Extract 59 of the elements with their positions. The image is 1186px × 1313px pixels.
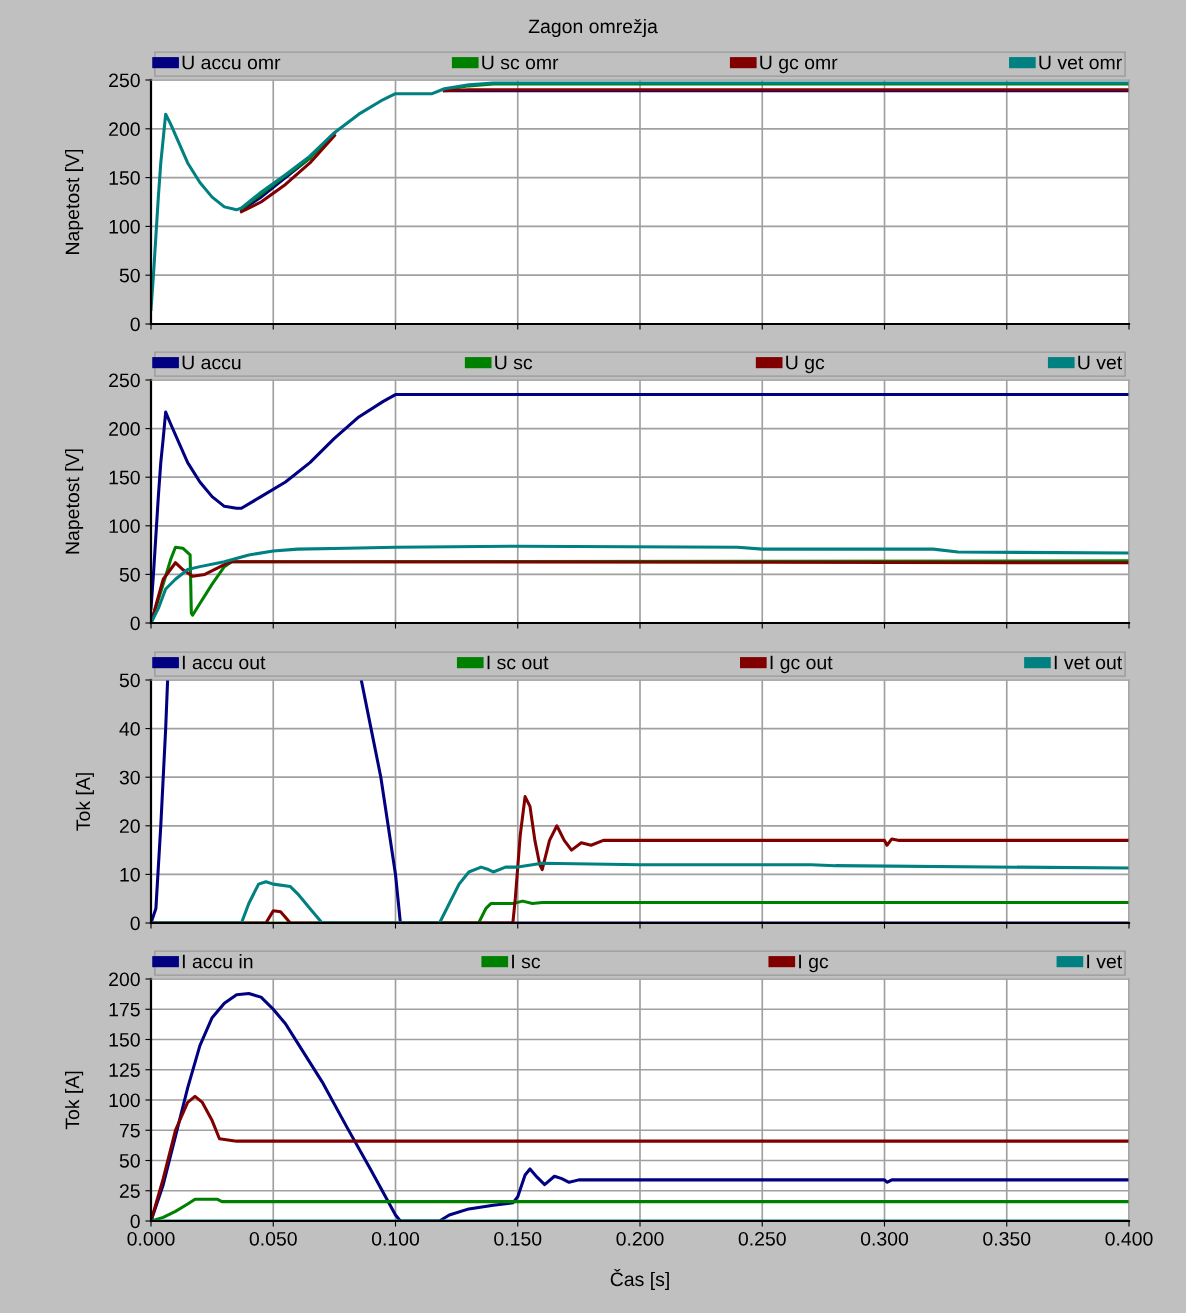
y-tick-label: 30	[119, 770, 140, 785]
y-tick-label: 75	[119, 1123, 140, 1138]
x-tick-label: 0.050	[249, 1231, 297, 1246]
y-tick-label: 0	[130, 916, 140, 931]
legend-label: I gc out	[770, 655, 833, 674]
y-tick-label: 50	[119, 673, 140, 688]
y-tick-label: 20	[119, 819, 140, 834]
legend-label: I accu in	[182, 954, 253, 969]
y-tick-label: 40	[119, 722, 140, 736]
legend-label: I sc out	[487, 655, 549, 670]
legend-label: U vet omr	[1039, 55, 1122, 70]
x-tick-label: 0.100	[371, 1231, 420, 1246]
x-tick-label: 0.000	[127, 1231, 175, 1246]
x-tick-label: 0.150	[494, 1231, 542, 1246]
y-tick-label: 100	[109, 219, 140, 234]
y-tick-label: 125	[109, 1063, 140, 1077]
legend-label: I vet	[1087, 954, 1123, 969]
legend-label: U gc omr	[760, 55, 838, 74]
legend-label: U vet	[1078, 355, 1123, 370]
y-tick-label: 0	[130, 317, 140, 332]
x-tick-label: 0.200	[616, 1231, 664, 1246]
y-tick-label: 50	[119, 1153, 140, 1168]
y-tick-label: 150	[109, 1032, 140, 1047]
legend-label: U sc omr	[482, 55, 559, 70]
x-tick-label: 0.350	[983, 1231, 1031, 1246]
y-tick-label: 175	[109, 1002, 140, 1017]
legend-label: U gc	[786, 355, 825, 374]
legend-label: U sc	[495, 355, 533, 370]
y-tick-label: 50	[119, 567, 140, 582]
y-tick-label: 200	[109, 122, 140, 137]
y-axis-title: Tok [A]	[65, 1071, 84, 1130]
y-tick-label: 0	[130, 1214, 140, 1229]
y-tick-label: 10	[120, 867, 140, 882]
legend-label: I accu out	[182, 655, 266, 670]
y-axis-title: Tok [A]	[75, 773, 94, 831]
y-tick-label: 250	[109, 373, 140, 388]
y-tick-label: 200	[109, 972, 140, 987]
y-tick-label: 50	[119, 268, 140, 283]
y-tick-label: 150	[109, 470, 140, 485]
y-tick-label: 250	[109, 73, 140, 88]
x-axis-title: Čas [s]	[610, 1268, 669, 1291]
y-tick-label: 100	[109, 519, 140, 534]
legend-label: I sc	[512, 954, 541, 969]
y-tick-label: 25	[119, 1184, 140, 1198]
y-axis-title: Napetost [V]	[65, 149, 84, 254]
chart-title: Zagon omrežja	[528, 18, 658, 38]
y-tick-label: 150	[109, 171, 140, 185]
x-tick-label: 0.400	[1105, 1231, 1153, 1246]
y-tick-label: 200	[109, 422, 140, 436]
x-tick-label: 0.300	[860, 1231, 909, 1246]
legend-label: I vet out	[1054, 655, 1123, 670]
x-tick-label: 0.250	[738, 1231, 786, 1246]
legend-label: U accu omr	[182, 55, 281, 70]
y-axis-title: Napetost [V]	[65, 449, 84, 554]
y-tick-label: 100	[109, 1093, 140, 1108]
legend-label: I gc	[799, 954, 829, 973]
legend-label: U accu	[182, 355, 241, 370]
y-tick-label: 0	[130, 616, 140, 631]
line-series	[151, 393, 1129, 610]
